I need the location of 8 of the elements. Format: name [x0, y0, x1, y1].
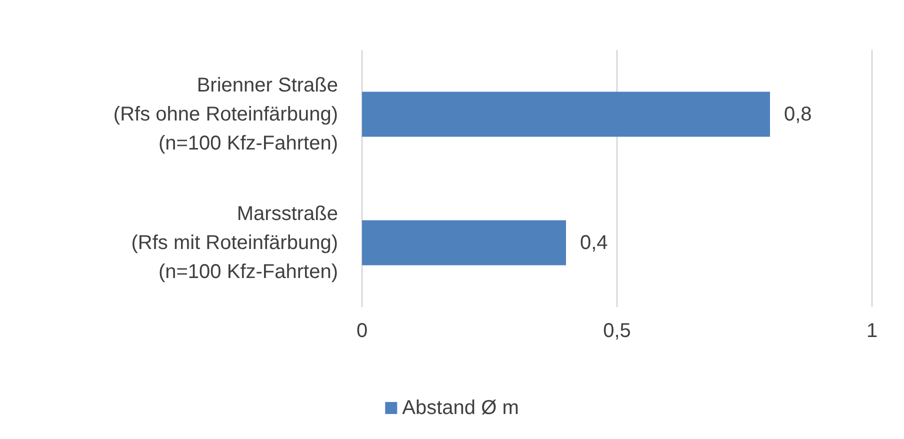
x-tick-label: 0 — [356, 320, 368, 342]
data-label: 0,8 — [784, 103, 812, 126]
y-tick-label: Marsstraße (Rfs mit Roteinfärbung) (n=100 Kfz-Fahrten) — [131, 202, 338, 283]
data-label: 0,4 — [580, 232, 608, 254]
y-tick-label: Brienner Straße (Rfs ohne Roteinfärbung) (n=100 Kfz-Fahrten) — [113, 74, 338, 154]
x-tick-label: 1 — [866, 320, 878, 342]
x-tick-label: 0,5 — [603, 320, 631, 342]
legend-label: Abstand Ø m — [402, 397, 519, 419]
